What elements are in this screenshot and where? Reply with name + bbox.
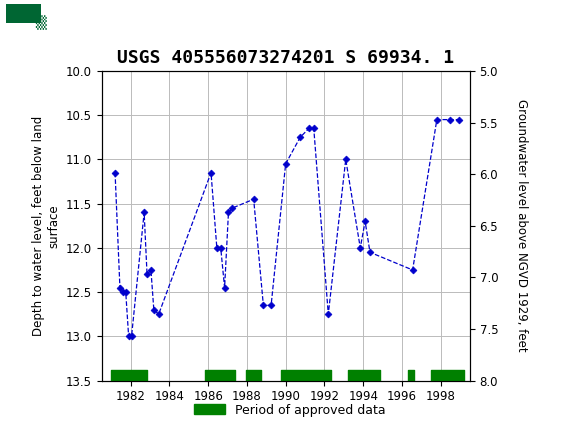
Y-axis label: Depth to water level, feet below land
surface: Depth to water level, feet below land su… — [32, 116, 60, 336]
Text: USGS: USGS — [81, 13, 141, 32]
Bar — [6, 3, 41, 22]
Title: USGS 405556073274201 S 69934. 1: USGS 405556073274201 S 69934. 1 — [117, 49, 454, 67]
Bar — [6, 3, 75, 42]
Legend: Period of approved data: Period of approved data — [189, 399, 391, 421]
Text: ▒: ▒ — [35, 15, 46, 30]
Y-axis label: Groundwater level above NGVD 1929, feet: Groundwater level above NGVD 1929, feet — [515, 99, 528, 352]
